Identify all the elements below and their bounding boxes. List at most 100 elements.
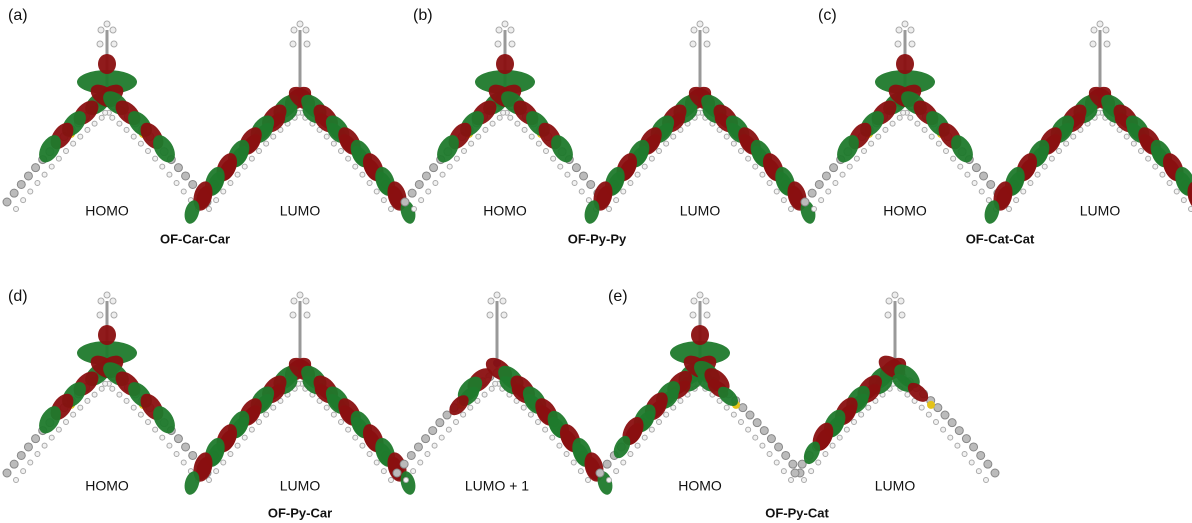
hydrogen-atom [897, 115, 902, 120]
hydrogen-atom [439, 435, 444, 440]
hydrogen-atom [235, 172, 240, 177]
hydrogen-atom [703, 298, 709, 304]
hydrogen-atom [607, 207, 612, 212]
sulfur-atom [927, 401, 935, 409]
hydrogen-atom [852, 420, 857, 425]
hydrogen-atom [21, 469, 26, 474]
hydrogen-atom [902, 21, 908, 27]
hydrogen-atom [64, 149, 69, 154]
hydrogen-atom [497, 115, 502, 120]
hydrogen-atom [131, 405, 136, 410]
carbon-atom [739, 404, 747, 412]
hydrogen-atom [432, 443, 437, 448]
hydrogen-atom [571, 460, 576, 465]
hydrogen-atom [951, 156, 956, 161]
hydrogen-atom [353, 435, 358, 440]
hydrogen-atom [1160, 172, 1165, 177]
hydrogen-atom [339, 149, 344, 154]
hydrogen-atom [731, 141, 736, 146]
hydrogen-atom [649, 427, 654, 432]
carbon-atom [436, 419, 444, 427]
hydrogen-atom [303, 298, 309, 304]
hydrogen-atom [297, 292, 303, 298]
panel-label: (c) [818, 7, 837, 24]
hydrogen-atom [71, 141, 76, 146]
hydrogen-atom [809, 469, 814, 474]
hydrogen-atom [291, 27, 297, 33]
hydrogen-atom [760, 172, 765, 177]
hydrogen-atom [823, 451, 828, 456]
hydrogen-atom [21, 198, 26, 203]
hydrogen-atom [425, 451, 430, 456]
hydrogen-atom [14, 207, 19, 212]
hydrogen-atom [521, 405, 526, 410]
hydrogen-atom [724, 405, 729, 410]
hydrogen-atom [522, 127, 527, 132]
molecule [982, 21, 1192, 225]
hydrogen-atom [866, 405, 871, 410]
hydrogen-atom [28, 460, 33, 465]
hydrogen-atom [331, 412, 336, 417]
hydrogen-atom [411, 469, 416, 474]
hydrogen-atom [528, 412, 533, 417]
hydrogen-atom [664, 412, 669, 417]
carbon-atom [746, 411, 754, 419]
hydrogen-atom [926, 412, 931, 417]
hydrogen-atom [488, 298, 494, 304]
hydrogen-atom [97, 312, 103, 318]
molecule [3, 21, 211, 212]
hydrogen-atom [49, 164, 54, 169]
hydrogen-atom [489, 386, 494, 391]
carbon-atom [189, 180, 197, 188]
hydrogen-atom [899, 312, 905, 318]
hydrogen-atom [781, 198, 786, 203]
hydrogen-atom [969, 460, 974, 465]
hydrogen-atom [131, 134, 136, 139]
hydrogen-atom [99, 115, 104, 120]
orbital-lobe [691, 325, 709, 345]
hydrogen-atom [1049, 156, 1054, 161]
carbon-atom [422, 435, 430, 443]
carbon-atom [775, 443, 783, 451]
hydrogen-atom [929, 134, 934, 139]
hydrogen-atom [304, 312, 310, 318]
carbon-atom [934, 404, 942, 412]
hydrogen-atom [830, 443, 835, 448]
panel-label: (b) [413, 7, 433, 24]
hydrogen-atom [110, 115, 115, 120]
carbon-atom [948, 419, 956, 427]
hydrogen-atom [490, 121, 495, 126]
carbon-atom [782, 451, 790, 459]
hydrogen-atom [703, 27, 709, 33]
hydrogen-atom [536, 141, 541, 146]
hydrogen-atom [508, 115, 513, 120]
hydrogen-atom [346, 156, 351, 161]
hydrogen-atom [214, 469, 219, 474]
hydrogen-atom [92, 392, 97, 397]
hydrogen-atom [111, 312, 117, 318]
orbital-label: HOMO [483, 203, 527, 219]
hydrogen-atom [454, 156, 459, 161]
orbital-label: LUMO [875, 478, 916, 494]
orbital-label: LUMO + 1 [465, 478, 529, 494]
hydrogen-atom [1174, 189, 1179, 194]
hydrogen-atom [958, 164, 963, 169]
hydrogen-atom [367, 180, 372, 185]
carbon-atom [3, 469, 11, 477]
hydrogen-atom [972, 180, 977, 185]
carbon-atom [182, 443, 190, 451]
hydrogen-atom [303, 27, 309, 33]
hydrogen-atom [890, 121, 895, 126]
hydrogen-atom [501, 110, 506, 115]
hydrogen-atom [678, 398, 683, 403]
hydrogen-atom [104, 292, 110, 298]
hydrogen-atom [901, 110, 906, 115]
hydrogen-atom [462, 149, 467, 154]
hydrogen-atom [14, 478, 19, 483]
hydrogen-atom [153, 427, 158, 432]
hydrogen-atom [919, 405, 924, 410]
hydrogen-atom [883, 127, 888, 132]
molecule [596, 292, 804, 483]
hydrogen-atom [789, 207, 794, 212]
hydrogen-atom [1097, 21, 1103, 27]
